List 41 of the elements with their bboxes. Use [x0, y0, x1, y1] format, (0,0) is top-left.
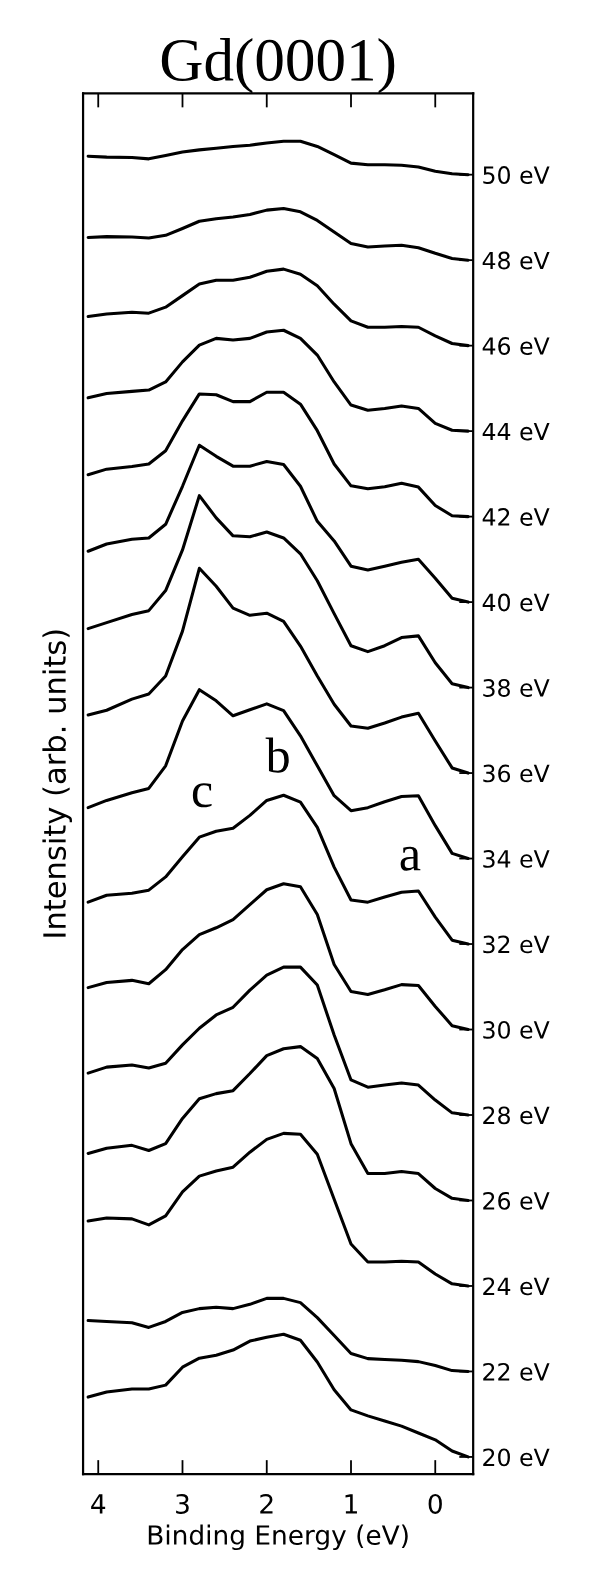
annotation: b	[265, 737, 289, 773]
y-tick-label: 22 eV	[483, 1362, 550, 1381]
y-tick-label: 44 eV	[482, 422, 550, 441]
x-axis-title: Binding Energy (eV)	[148, 1524, 408, 1551]
line-series	[86, 882, 470, 1032]
y-tick-label: 20 eV	[483, 1448, 550, 1467]
y-tick-label: 42 eV	[482, 508, 550, 526]
line-series	[86, 206, 470, 262]
y-tick-label: 46 eV	[482, 337, 550, 355]
y-tick-label: 50 eV	[483, 166, 550, 184]
line-series	[86, 267, 470, 348]
y-tick-label: 34 eV	[483, 849, 550, 868]
line-series	[86, 965, 470, 1117]
line-series	[86, 494, 470, 690]
y-axis-title: Intensity (arb. units)	[42, 630, 72, 937]
x-tick-label: 3	[176, 1493, 189, 1514]
y-tick-label: 32 eV	[483, 935, 550, 954]
y-tick-label: 36 eV	[483, 764, 550, 783]
annotation: a	[400, 846, 421, 871]
line-series	[86, 443, 470, 604]
line-series	[86, 390, 470, 519]
y-tick-label: 26 eV	[483, 1191, 550, 1210]
line-series	[86, 1131, 470, 1288]
y-tick-label: 28 eV	[483, 1106, 550, 1125]
y-tick-label: 38 eV	[483, 679, 550, 697]
line-series	[86, 1332, 470, 1459]
line-series	[86, 1045, 470, 1203]
annotation: c	[192, 783, 212, 808]
y-tick-label: 30 eV	[483, 1020, 550, 1039]
y-tick-label: 24 eV	[483, 1277, 550, 1296]
line-series	[86, 566, 470, 775]
x-tick-label: 4	[91, 1494, 106, 1514]
line-series	[86, 139, 470, 177]
y-tick-label: 48 eV	[482, 251, 550, 270]
line-series	[86, 328, 470, 433]
x-tick-label: 0	[428, 1493, 442, 1514]
x-tick-label: 2	[260, 1493, 273, 1514]
x-tick-label: 1	[345, 1494, 357, 1514]
y-tick-label: 40 eV	[482, 593, 550, 612]
line-series	[86, 1296, 470, 1373]
chart-title: Gd(0001)	[161, 38, 395, 94]
